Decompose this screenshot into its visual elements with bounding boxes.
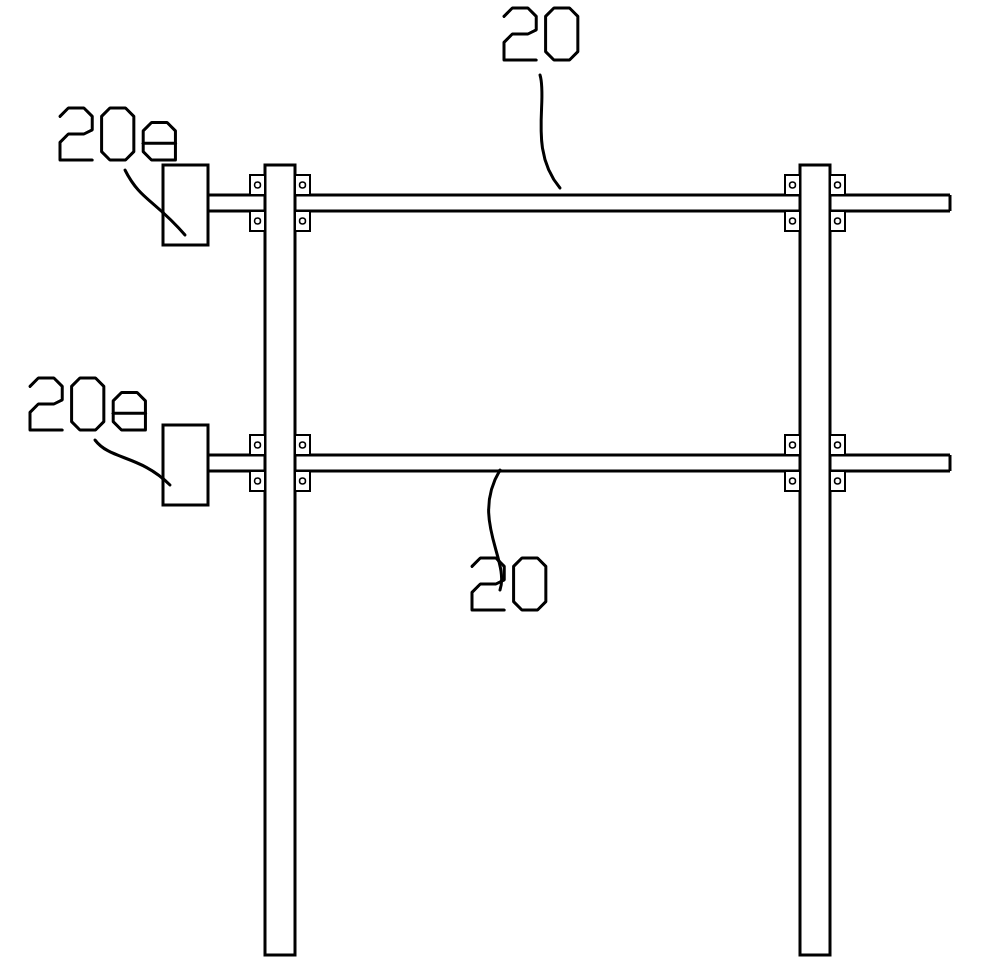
svg-rect-20 bbox=[250, 211, 265, 231]
svg-rect-16 bbox=[830, 211, 845, 231]
svg-rect-36 bbox=[250, 471, 265, 491]
svg-rect-22 bbox=[295, 435, 310, 455]
svg-rect-34 bbox=[250, 435, 265, 455]
svg-rect-30 bbox=[830, 435, 845, 455]
svg-rect-39 bbox=[163, 425, 208, 505]
svg-rect-24 bbox=[295, 471, 310, 491]
svg-rect-14 bbox=[830, 175, 845, 195]
svg-rect-32 bbox=[830, 471, 845, 491]
svg-rect-6 bbox=[295, 175, 310, 195]
svg-rect-4 bbox=[265, 165, 295, 955]
svg-rect-38 bbox=[163, 165, 208, 245]
svg-rect-18 bbox=[250, 175, 265, 195]
svg-rect-26 bbox=[785, 435, 800, 455]
svg-rect-5 bbox=[800, 165, 830, 955]
svg-rect-12 bbox=[785, 211, 800, 231]
svg-rect-28 bbox=[785, 471, 800, 491]
svg-rect-10 bbox=[785, 175, 800, 195]
svg-rect-8 bbox=[295, 211, 310, 231]
